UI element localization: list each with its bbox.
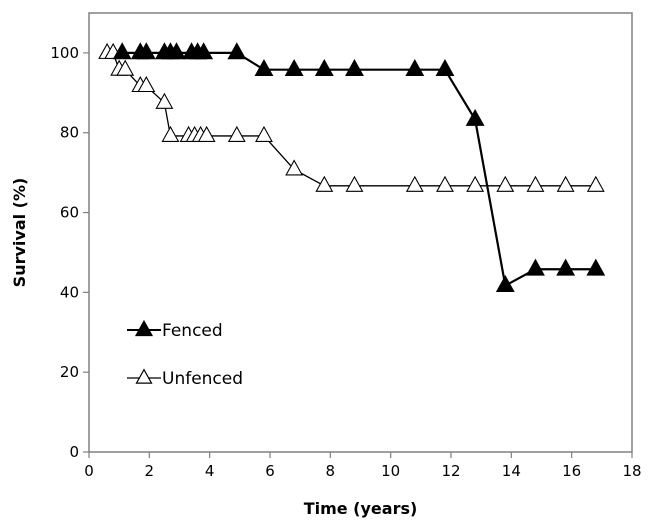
y-tick-label: 60 xyxy=(60,204,79,222)
data-point-fenced xyxy=(495,274,515,292)
data-point-unfenced xyxy=(556,175,575,192)
legend-label-unfenced: Unfenced xyxy=(162,369,243,389)
y-tick-label: 100 xyxy=(50,44,79,62)
data-point-fenced xyxy=(167,42,186,60)
y-axis-title: Survival (%) xyxy=(10,178,29,288)
data-point-unfenced xyxy=(255,125,273,142)
x-tick-label: 10 xyxy=(381,462,400,480)
legend-item-unfenced: Unfenced xyxy=(127,368,243,389)
data-point-unfenced xyxy=(405,175,424,192)
data-point-fenced xyxy=(586,258,606,276)
plot-area xyxy=(88,12,633,453)
data-point-unfenced xyxy=(161,125,180,142)
data-point-fenced xyxy=(284,59,304,77)
y-tick-label: 40 xyxy=(60,283,79,301)
data-point-unfenced xyxy=(315,175,334,192)
data-point-fenced xyxy=(435,59,455,77)
x-tick-label: 8 xyxy=(326,462,336,480)
data-point-unfenced xyxy=(227,125,246,142)
x-tick-label: 4 xyxy=(205,462,215,480)
data-point-fenced xyxy=(227,42,247,60)
x-tick-label: 18 xyxy=(622,462,641,480)
x-tick-label: 6 xyxy=(265,462,275,480)
plot-frame xyxy=(88,12,633,453)
y-tick-label: 0 xyxy=(69,443,79,461)
x-axis-title: Time (years) xyxy=(304,499,418,518)
data-point-fenced xyxy=(556,258,576,276)
data-point-unfenced xyxy=(285,159,304,176)
data-point-unfenced xyxy=(586,175,605,192)
legend-marker-fenced xyxy=(134,319,154,337)
x-tick-label: 14 xyxy=(502,462,521,480)
data-point-fenced xyxy=(194,42,214,60)
data-point-fenced xyxy=(405,59,425,77)
data-point-fenced xyxy=(254,59,274,77)
data-point-unfenced xyxy=(466,175,485,192)
legend: Fenced Unfenced xyxy=(127,319,243,389)
data-point-fenced xyxy=(112,42,132,60)
data-point-unfenced xyxy=(496,175,515,192)
x-tick-label: 16 xyxy=(562,462,581,480)
data-point-unfenced xyxy=(197,125,216,142)
data-point-unfenced xyxy=(345,175,364,192)
series-line-fenced xyxy=(122,51,596,288)
series-fenced xyxy=(112,42,606,292)
x-tick-label: 12 xyxy=(441,462,460,480)
y-tick-label: 20 xyxy=(60,363,79,381)
data-point-unfenced xyxy=(436,175,454,192)
data-point-fenced xyxy=(136,42,156,60)
data-point-fenced xyxy=(526,258,545,276)
x-tick-label: 0 xyxy=(84,462,94,480)
y-tick-label: 80 xyxy=(60,124,79,142)
legend-label-fenced: Fenced xyxy=(162,321,223,341)
data-point-unfenced xyxy=(155,92,174,109)
data-point-fenced xyxy=(345,59,364,77)
series-layer xyxy=(98,42,606,292)
data-point-unfenced xyxy=(116,59,135,76)
data-point-fenced xyxy=(314,59,334,77)
data-point-unfenced xyxy=(137,75,156,93)
y-axis: 0 20 40 60 80 100 xyxy=(50,44,89,461)
legend-marker-unfenced xyxy=(135,368,153,384)
series-unfenced xyxy=(98,42,605,192)
x-axis: 0 2 4 6 8 10 12 14 16 18 xyxy=(84,452,642,480)
data-point-fenced xyxy=(465,108,485,126)
x-tick-label: 2 xyxy=(145,462,155,480)
data-point-unfenced xyxy=(526,175,545,192)
legend-item-fenced: Fenced xyxy=(127,319,223,341)
